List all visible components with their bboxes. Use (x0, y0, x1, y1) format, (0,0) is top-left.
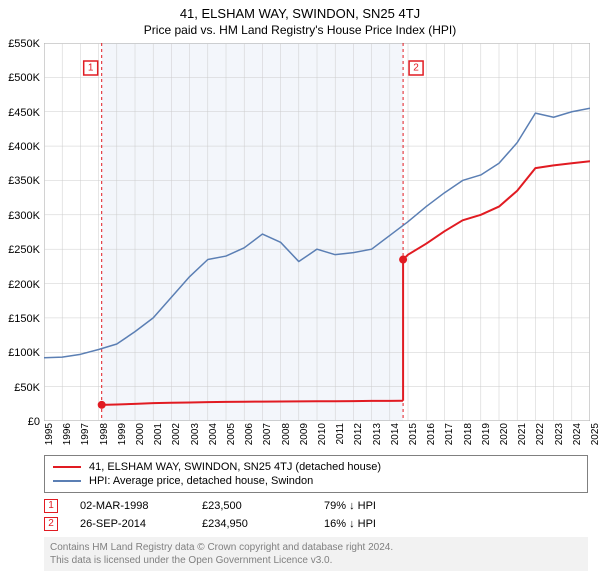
y-tick-label: £350K (8, 175, 40, 187)
sale-price: £234,950 (202, 518, 302, 530)
legend-item: HPI: Average price, detached house, Swin… (53, 474, 579, 488)
x-tick-label: 2012 (353, 423, 364, 445)
x-tick-label: 2018 (463, 423, 474, 445)
y-tick-label: £150K (8, 313, 40, 325)
sale-row: 2 26-SEP-2014 £234,950 16% ↓ HPI (44, 515, 588, 533)
x-tick-label: 2010 (317, 423, 328, 445)
sale-date: 26-SEP-2014 (80, 518, 180, 530)
legend-swatch (53, 480, 81, 482)
sale-delta: 16% ↓ HPI (324, 518, 424, 530)
x-tick-label: 2008 (281, 423, 292, 445)
x-tick-label: 1995 (44, 423, 55, 445)
svg-text:1: 1 (88, 63, 94, 74)
y-tick-label: £100K (8, 347, 40, 359)
y-tick-label: £200K (8, 279, 40, 291)
x-tick-label: 2013 (372, 423, 383, 445)
x-tick-label: 2021 (517, 423, 528, 445)
y-tick-label: £550K (8, 38, 40, 50)
sale-delta: 79% ↓ HPI (324, 500, 424, 512)
x-tick-label: 2023 (554, 423, 565, 445)
sale-marker-icon: 2 (44, 517, 58, 531)
x-tick-label: 2007 (262, 423, 273, 445)
x-tick-label: 2020 (499, 423, 510, 445)
x-tick-label: 2017 (444, 423, 455, 445)
plot-svg: 12 (44, 43, 590, 421)
x-tick-label: 1998 (99, 423, 110, 445)
chart-title: 41, ELSHAM WAY, SWINDON, SN25 4TJ (0, 0, 600, 21)
x-axis-labels: 1995 1996 1997 1998 1999 2000 2001 2002 2003 2004… (44, 421, 590, 451)
x-tick-label: 1999 (117, 423, 128, 445)
legend-label: 41, ELSHAM WAY, SWINDON, SN25 4TJ (detac… (89, 461, 381, 473)
price-vs-hpi-chart: 41, ELSHAM WAY, SWINDON, SN25 4TJ Price … (0, 0, 600, 560)
x-tick-label: 2005 (226, 423, 237, 445)
y-tick-label: £300K (8, 210, 40, 222)
y-tick-label: £250K (8, 244, 40, 256)
x-tick-label: 1997 (80, 423, 91, 445)
x-tick-label: 2009 (299, 423, 310, 445)
plot-area: 12 (44, 43, 590, 421)
y-tick-label: £50K (14, 382, 40, 394)
legend-item: 41, ELSHAM WAY, SWINDON, SN25 4TJ (detac… (53, 460, 579, 474)
x-tick-label: 2015 (408, 423, 419, 445)
sale-marker-icon: 1 (44, 499, 58, 513)
x-tick-label: 2024 (572, 423, 583, 445)
attribution-footer: Contains HM Land Registry data © Crown c… (44, 537, 588, 571)
sale-row: 1 02-MAR-1998 £23,500 79% ↓ HPI (44, 497, 588, 515)
x-tick-label: 2002 (171, 423, 182, 445)
x-tick-label: 2004 (208, 423, 219, 445)
y-tick-label: £450K (8, 107, 40, 119)
y-tick-label: £0 (28, 416, 40, 428)
sale-date: 02-MAR-1998 (80, 500, 180, 512)
legend-swatch (53, 466, 81, 468)
sales-table: 1 02-MAR-1998 £23,500 79% ↓ HPI 2 26-SEP-2014… (44, 497, 588, 533)
x-tick-label: 2019 (481, 423, 492, 445)
x-tick-label: 1996 (62, 423, 73, 445)
x-tick-label: 2001 (153, 423, 164, 445)
y-tick-label: £400K (8, 141, 40, 153)
footer-line-1: Contains HM Land Registry data © Crown c… (50, 541, 582, 554)
x-tick-label: 2022 (535, 423, 546, 445)
sale-price: £23,500 (202, 500, 302, 512)
legend: 41, ELSHAM WAY, SWINDON, SN25 4TJ (detac… (44, 455, 588, 493)
y-axis-labels: £0£50K£100K£150K£200K£250K£300K£350K£400… (0, 44, 44, 422)
legend-label: HPI: Average price, detached house, Swin… (89, 475, 313, 487)
chart-subtitle: Price paid vs. HM Land Registry's House … (0, 21, 600, 43)
x-tick-label: 2006 (244, 423, 255, 445)
footer-line-2: This data is licensed under the Open Gov… (50, 554, 582, 567)
svg-text:2: 2 (413, 63, 419, 74)
x-tick-label: 2000 (135, 423, 146, 445)
x-tick-label: 2003 (190, 423, 201, 445)
x-tick-label: 2025 (590, 423, 600, 445)
x-tick-label: 2016 (426, 423, 437, 445)
x-tick-label: 2014 (390, 423, 401, 445)
y-tick-label: £500K (8, 72, 40, 84)
x-tick-label: 2011 (335, 423, 346, 445)
